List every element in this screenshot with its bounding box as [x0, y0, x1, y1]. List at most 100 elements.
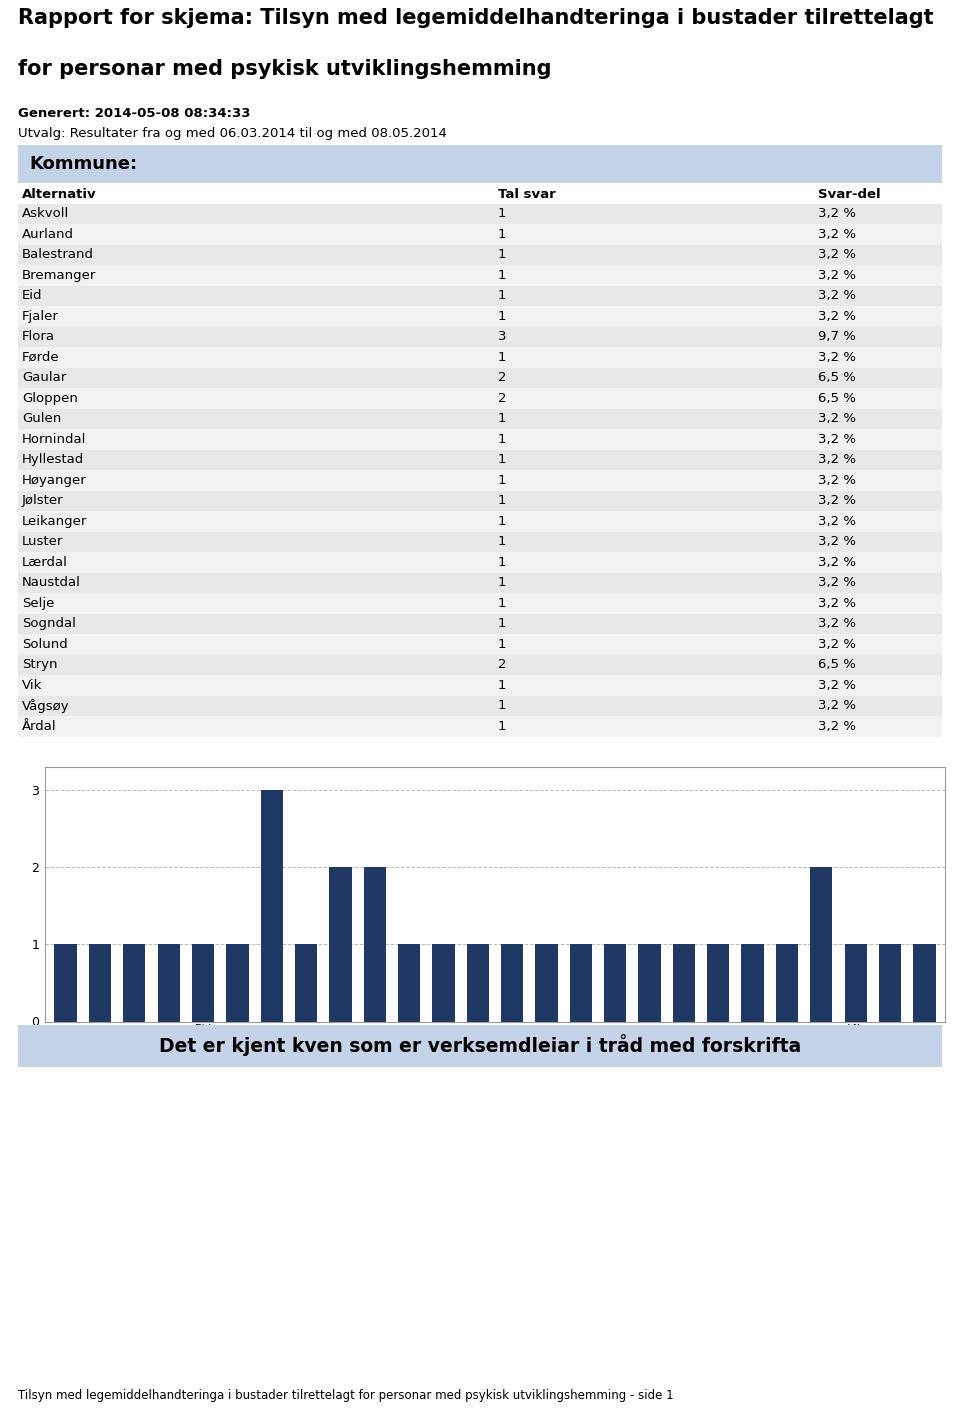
- Bar: [18, 491, 942, 510]
- Bar: [673, 944, 695, 1021]
- Text: Det er kjent kven som er verksemdleiar i tråd med forskrifta: Det er kjent kven som er verksemdleiar i…: [158, 1035, 802, 1056]
- Bar: [18, 675, 942, 695]
- Text: 6,5 %: 6,5 %: [818, 658, 856, 671]
- Text: Tal svar: Tal svar: [498, 187, 556, 201]
- Bar: [18, 347, 942, 367]
- Bar: [18, 244, 942, 265]
- Text: 1: 1: [498, 617, 507, 630]
- Text: Naustdal: Naustdal: [22, 576, 81, 590]
- Text: 1: 1: [498, 535, 507, 549]
- Text: Luster: Luster: [22, 535, 63, 549]
- Text: 3,2 %: 3,2 %: [818, 638, 856, 651]
- Text: 1: 1: [498, 576, 507, 590]
- Text: Årdal: Årdal: [22, 720, 57, 733]
- Text: 6,5 %: 6,5 %: [818, 372, 856, 384]
- Bar: [18, 532, 942, 552]
- Text: 2: 2: [498, 658, 507, 671]
- Text: 1: 1: [498, 432, 507, 445]
- Text: Balestrand: Balestrand: [22, 248, 94, 261]
- Text: 1: 1: [498, 597, 507, 610]
- Bar: [18, 510, 942, 532]
- Text: Jølster: Jølster: [22, 495, 63, 508]
- Bar: [364, 866, 386, 1021]
- Bar: [878, 944, 901, 1021]
- Text: 1: 1: [498, 638, 507, 651]
- Text: Rapport for skjema: Tilsyn med legemiddelhandteringa i bustader tilrettelagt: Rapport for skjema: Tilsyn med legemidde…: [18, 9, 934, 28]
- Text: Alternativ: Alternativ: [22, 187, 97, 201]
- Text: 3,2 %: 3,2 %: [818, 289, 856, 302]
- Bar: [18, 326, 942, 347]
- Bar: [741, 944, 764, 1021]
- Text: 1: 1: [498, 720, 507, 733]
- Text: Sogndal: Sogndal: [22, 617, 76, 630]
- Bar: [18, 224, 942, 244]
- Text: Gulen: Gulen: [22, 413, 61, 425]
- Bar: [569, 944, 592, 1021]
- Bar: [260, 790, 283, 1021]
- Text: 1: 1: [498, 309, 507, 323]
- Text: 3,2 %: 3,2 %: [818, 495, 856, 508]
- Bar: [810, 866, 832, 1021]
- FancyBboxPatch shape: [18, 1024, 942, 1066]
- Text: 1: 1: [498, 679, 507, 692]
- Text: 3,2 %: 3,2 %: [818, 535, 856, 549]
- Text: Svar-del: Svar-del: [818, 187, 880, 201]
- Text: 3,2 %: 3,2 %: [818, 309, 856, 323]
- Text: 1: 1: [498, 248, 507, 261]
- Bar: [18, 204, 942, 224]
- Bar: [18, 285, 942, 306]
- Bar: [18, 593, 942, 614]
- Text: 3,2 %: 3,2 %: [818, 576, 856, 590]
- Text: 1: 1: [498, 228, 507, 241]
- Bar: [913, 944, 936, 1021]
- Text: 3,2 %: 3,2 %: [818, 720, 856, 733]
- Text: Fjaler: Fjaler: [22, 309, 59, 323]
- Bar: [18, 655, 942, 675]
- Bar: [88, 944, 111, 1021]
- Text: Utvalg: Resultater fra og med 06.03.2014 til og med 08.05.2014: Utvalg: Resultater fra og med 06.03.2014…: [18, 128, 446, 140]
- Bar: [18, 469, 942, 491]
- Text: 2: 2: [498, 372, 507, 384]
- Text: Generert: 2014-05-08 08:34:33: Generert: 2014-05-08 08:34:33: [18, 108, 251, 121]
- Text: 3,2 %: 3,2 %: [818, 679, 856, 692]
- Text: Solund: Solund: [22, 638, 68, 651]
- Text: Hyllestad: Hyllestad: [22, 454, 84, 467]
- Bar: [18, 265, 942, 285]
- Text: 3,2 %: 3,2 %: [818, 515, 856, 527]
- FancyBboxPatch shape: [18, 145, 942, 183]
- Bar: [18, 552, 942, 573]
- Text: Hornindal: Hornindal: [22, 432, 86, 445]
- Text: Lærdal: Lærdal: [22, 556, 68, 569]
- Text: Vågsøy: Vågsøy: [22, 699, 70, 713]
- Bar: [467, 944, 489, 1021]
- Text: 3,2 %: 3,2 %: [818, 269, 856, 282]
- Bar: [18, 634, 942, 655]
- Text: Eid: Eid: [22, 289, 42, 302]
- Text: Gaular: Gaular: [22, 372, 66, 384]
- Bar: [845, 944, 867, 1021]
- Bar: [227, 944, 249, 1021]
- Bar: [123, 944, 146, 1021]
- Bar: [708, 944, 730, 1021]
- Text: 1: 1: [498, 454, 507, 467]
- Text: 3,2 %: 3,2 %: [818, 413, 856, 425]
- Text: 3,2 %: 3,2 %: [818, 248, 856, 261]
- Text: 3,2 %: 3,2 %: [818, 228, 856, 241]
- Text: 1: 1: [498, 495, 507, 508]
- Text: 1: 1: [498, 699, 507, 712]
- Text: 1: 1: [498, 269, 507, 282]
- Text: 3,2 %: 3,2 %: [818, 474, 856, 486]
- Text: for personar med psykisk utviklingshemming: for personar med psykisk utviklingshemmi…: [18, 58, 551, 79]
- Text: 1: 1: [498, 207, 507, 220]
- Bar: [18, 389, 942, 408]
- Text: Førde: Førde: [22, 350, 60, 364]
- Text: Bremanger: Bremanger: [22, 269, 96, 282]
- Text: Kommune:: Kommune:: [29, 155, 137, 173]
- Text: 3,2 %: 3,2 %: [818, 597, 856, 610]
- Bar: [432, 944, 455, 1021]
- Bar: [18, 614, 942, 634]
- Text: Selje: Selje: [22, 597, 55, 610]
- Bar: [638, 944, 660, 1021]
- Text: 3: 3: [498, 330, 507, 343]
- Text: 3,2 %: 3,2 %: [818, 454, 856, 467]
